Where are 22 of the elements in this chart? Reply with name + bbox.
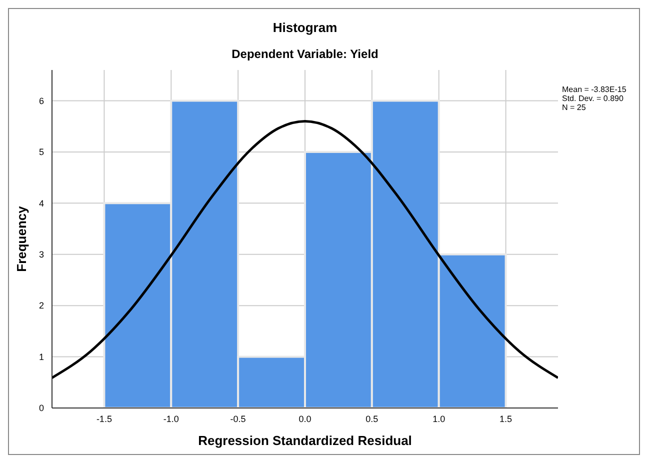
chart-subtitle: Dependent Variable: Yield: [232, 47, 378, 61]
x-tick-label: 1.5: [500, 414, 512, 424]
x-tick-label: 0.5: [366, 414, 378, 424]
line-series: [52, 120, 558, 380]
x-tick-label: 0.0: [298, 414, 312, 424]
y-tick-label: 2: [38, 300, 44, 311]
y-tick-label: 6: [38, 96, 44, 106]
y-tick-label: 4: [38, 198, 44, 208]
chart-title: Histogram: [272, 20, 338, 35]
x-axis-title: Regression Standardized Residual: [198, 433, 412, 448]
text: Std. Dev. = 0.890: [562, 94, 624, 103]
x-tick-label: 1.0: [432, 414, 446, 424]
y-tick-label: 5: [38, 147, 44, 158]
y-tick-label: 0: [38, 403, 44, 414]
y-axis-title: Frequency: [14, 205, 29, 272]
x-tick-label: -0.5: [230, 414, 246, 424]
y-tick-label: 3: [38, 250, 44, 260]
y-tick-label: 1: [38, 352, 44, 362]
x-tick-label: -1.5: [96, 414, 112, 424]
text: N = 25: [562, 103, 586, 112]
x-tick-label: -1.0: [163, 414, 179, 424]
text: Mean = -3.83E-15: [562, 85, 627, 94]
